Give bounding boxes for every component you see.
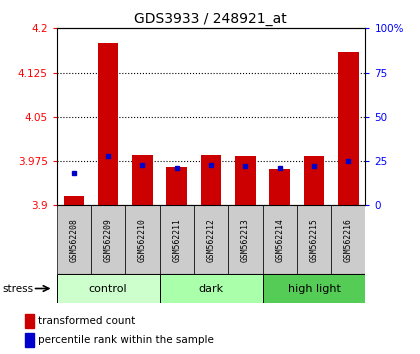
- Bar: [57, 205, 91, 274]
- Text: high light: high light: [288, 284, 340, 293]
- Bar: [228, 205, 262, 274]
- Bar: [269, 169, 290, 205]
- Text: stress: stress: [2, 284, 33, 293]
- Text: GSM562216: GSM562216: [344, 218, 353, 262]
- Bar: [25, 314, 34, 328]
- Bar: [262, 274, 365, 303]
- Bar: [132, 155, 153, 205]
- Bar: [57, 274, 160, 303]
- Bar: [25, 333, 34, 347]
- Text: GSM562210: GSM562210: [138, 218, 147, 262]
- Bar: [160, 274, 262, 303]
- Text: percentile rank within the sample: percentile rank within the sample: [38, 335, 214, 345]
- Text: dark: dark: [199, 284, 223, 293]
- Text: GDS3933 / 248921_at: GDS3933 / 248921_at: [134, 12, 286, 27]
- Bar: [304, 156, 324, 205]
- Text: GSM562214: GSM562214: [275, 218, 284, 262]
- Bar: [338, 52, 359, 205]
- Text: control: control: [89, 284, 127, 293]
- Bar: [331, 205, 365, 274]
- Bar: [98, 43, 118, 205]
- Bar: [194, 205, 228, 274]
- Text: transformed count: transformed count: [38, 316, 135, 326]
- Text: GSM562215: GSM562215: [310, 218, 318, 262]
- Bar: [297, 205, 331, 274]
- Text: GSM562208: GSM562208: [69, 218, 79, 262]
- Bar: [160, 205, 194, 274]
- Bar: [201, 155, 221, 205]
- Text: GSM562211: GSM562211: [172, 218, 181, 262]
- Bar: [166, 167, 187, 205]
- Bar: [91, 205, 125, 274]
- Text: GSM562209: GSM562209: [104, 218, 113, 262]
- Bar: [235, 156, 256, 205]
- Text: GSM562213: GSM562213: [241, 218, 250, 262]
- Bar: [125, 205, 160, 274]
- Bar: [262, 205, 297, 274]
- Text: GSM562212: GSM562212: [207, 218, 215, 262]
- Bar: [63, 196, 84, 205]
